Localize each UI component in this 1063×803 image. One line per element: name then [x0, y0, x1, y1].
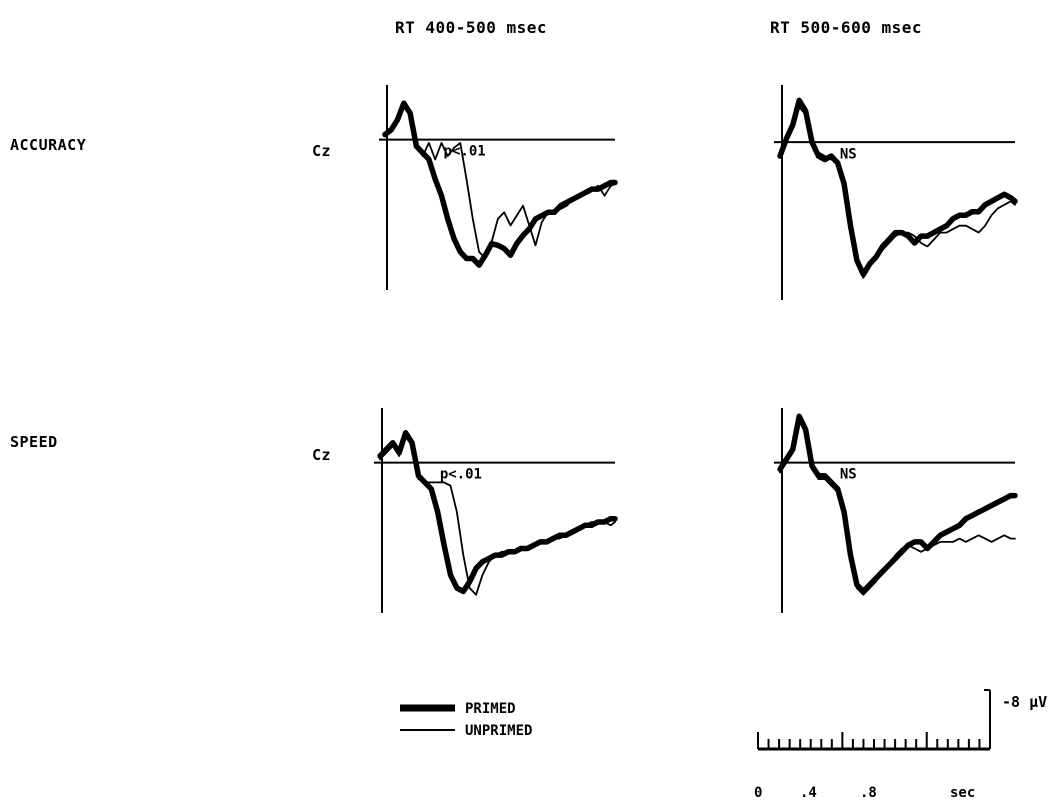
voltage-scale-label: -8 µV	[1002, 693, 1047, 711]
panel-0-series-primed	[382, 100, 618, 268]
panel-1-significance-label: NS	[840, 147, 857, 163]
panel-3-series-primed	[777, 413, 1018, 595]
panel-0-significance-label: p<.01	[444, 143, 486, 159]
time-scale-bar	[757, 732, 991, 751]
erp-panel-speed-rt-500-600: NS	[774, 408, 1018, 613]
erp-panel-accuracy-rt-400-500: p<.01	[379, 85, 618, 290]
panel-2-significance-label: p<.01	[440, 466, 482, 482]
voltage-scale-bar	[984, 689, 991, 749]
panel-2-series-primed	[377, 430, 618, 595]
panel-3-significance-label: NS	[840, 466, 857, 482]
panel-3-series-unprimed	[779, 418, 1016, 596]
time-tick-label-0: 0	[754, 785, 762, 801]
panel-1-series-primed	[777, 97, 1018, 278]
column-title-rt-400-500: RT 400-500 msec	[395, 18, 547, 37]
time-tick-label-2: .8	[860, 785, 877, 801]
erp-panel-speed-rt-400-500: p<.01	[374, 408, 618, 613]
legend: PRIMED UNPRIMED	[400, 701, 532, 739]
row-label-accuracy: ACCURACY	[10, 136, 87, 154]
panel-2-series-unprimed	[379, 435, 616, 596]
legend-label-unprimed: UNPRIMED	[465, 723, 532, 739]
row-label-speed: SPEED	[10, 433, 58, 451]
panel-0-series-unprimed	[384, 105, 616, 260]
legend-label-primed: PRIMED	[465, 701, 516, 717]
column-title-rt-500-600: RT 500-600 msec	[770, 18, 922, 37]
electrode-label-speed: Cz	[312, 446, 332, 464]
calibration-scale: -8 µV 0 .4 .8 sec	[754, 689, 1047, 801]
erp-panel-accuracy-rt-500-600: NS	[774, 85, 1018, 300]
time-tick-label-1: .4	[800, 785, 817, 801]
time-unit-label: sec	[950, 785, 975, 801]
panel-1-series-unprimed	[779, 106, 1016, 279]
electrode-label-accuracy: Cz	[312, 142, 332, 160]
